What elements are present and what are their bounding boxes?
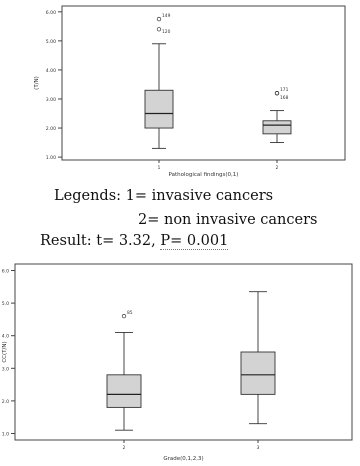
chart1-box-2-outlier-label-0: 171 xyxy=(280,87,289,93)
chart2-box-3-iqr-box xyxy=(240,351,276,395)
chart1-box-1-iqr-box xyxy=(144,89,174,129)
chart2-ytick-label-2: 3.0 xyxy=(2,366,9,372)
chart1-ytick-label-2: 3.00 xyxy=(46,97,56,103)
legend-line-1: Legends: 1= invasive cancers xyxy=(54,188,274,204)
result-statistic: Result: t= 3.32, xyxy=(40,233,156,249)
chart1-ytick-label-0: 1.00 xyxy=(46,155,56,161)
chart1-x-axis-label: Pathological findings(0,1) xyxy=(169,172,239,178)
chart2-box-3-xtick-label: 3 xyxy=(257,445,260,451)
chart1-ytick-label-3: 4.00 xyxy=(46,68,56,74)
chart2-x-axis-label: Grade(0,1,2,3) xyxy=(163,456,203,462)
chart1-ytick-label-1: 2.00 xyxy=(46,126,56,132)
chart2-plot-frame xyxy=(14,263,353,441)
chart1-box-1-outlier-label-0: 149 xyxy=(162,13,171,19)
chart2-ytick-label-5: 6.0 xyxy=(2,269,9,275)
boxplot-grade: 1.0 2.0 3.0 4.0 5.0 6.0 CC(T/N) Grade(0,1,2,3) 8… xyxy=(2,263,353,462)
chart1-plot-frame xyxy=(61,5,346,161)
chart2-box-2-iqr-box xyxy=(106,374,142,408)
chart1-box-2-xtick-label: 2 xyxy=(276,165,279,171)
chart1-box-2-outlier-label-1: 168 xyxy=(280,95,289,101)
chart1-ytick-label-4: 5.00 xyxy=(46,39,56,45)
chart2-ytick-label-4: 5.0 xyxy=(2,301,9,307)
chart1-y-axis-label: (T/N) xyxy=(34,76,40,90)
chart2-box-2-outlier-0 xyxy=(121,313,127,319)
chart2-ytick-label-0: 1.0 xyxy=(2,431,9,437)
result-p-value: P= 0.001 xyxy=(160,233,229,250)
chart1-box-1-xtick-label: 1 xyxy=(158,165,161,171)
chart1-box-1-outlier-1 xyxy=(156,27,162,32)
boxplot-pathological-findings: 1.00 2.00 3.00 4.00 5.00 6.00 (T/N) Pathologica… xyxy=(34,5,346,178)
chart1-box-1-outlier-0 xyxy=(156,16,162,22)
result-line: Result: t= 3.32, P= 0.001 xyxy=(40,233,229,250)
chart1-box-2-iqr-box xyxy=(262,120,292,135)
chart2-ytick-label-3: 4.0 xyxy=(2,334,9,340)
chart1-ytick-label-5: 6.00 xyxy=(46,10,56,16)
legend-line-2: 2= non invasive cancers xyxy=(138,212,318,228)
chart1-box-1-outlier-label-1: 120 xyxy=(162,29,171,35)
chart1-box-2-outlier-1 xyxy=(274,91,280,96)
chart2-box-2-outlier-label-0: 85 xyxy=(127,310,133,316)
chart2-box-2-xtick-label: 2 xyxy=(123,445,126,451)
chart2-ytick-label-1: 2.0 xyxy=(2,399,9,405)
chart2-y-axis-label: CC(T/N) xyxy=(2,341,8,362)
